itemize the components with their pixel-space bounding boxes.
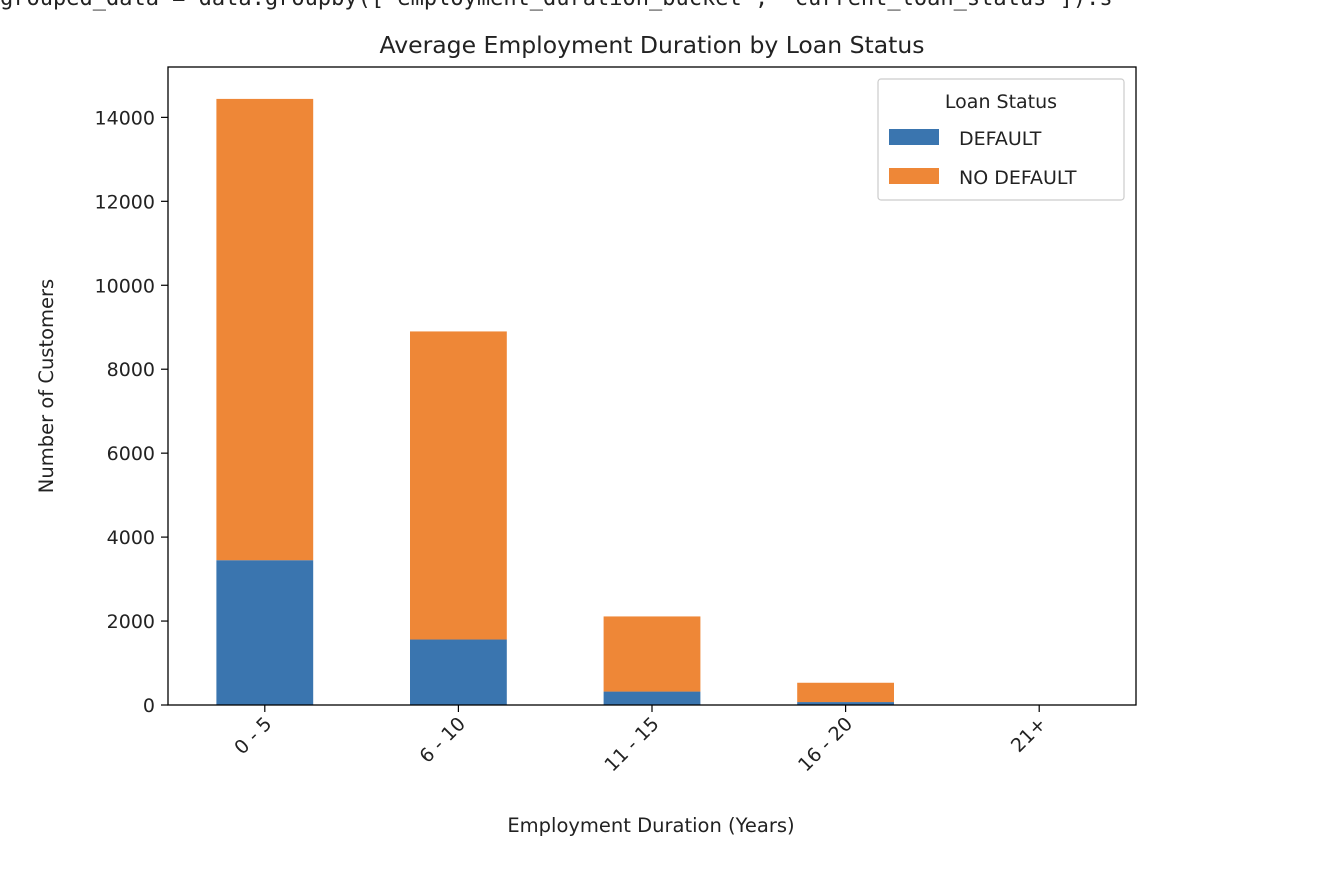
legend-title: Loan Status [945, 91, 1057, 113]
x-tick-label-3: 16 - 20 [794, 713, 857, 776]
x-tick-label-0: 0 - 5 [230, 713, 276, 759]
x-tick-label-2: 11 - 15 [600, 713, 663, 776]
y-tick-label-4: 8000 [107, 359, 155, 381]
bar-no-default-3 [797, 682, 894, 703]
bar-no-default-0 [216, 98, 314, 561]
legend-label-no-default: NO DEFAULT [959, 167, 1077, 189]
x-tick-label-1: 6 - 10 [415, 713, 470, 768]
y-axis-ticks: 0 2000 4000 6000 8000 10000 12000 14000 [95, 107, 168, 717]
legend-swatch-default [889, 129, 939, 145]
y-tick-label-2: 4000 [107, 527, 155, 549]
y-tick-label-1: 2000 [107, 611, 155, 633]
plot-frame [167, 66, 1137, 706]
bar-default-2 [603, 691, 701, 705]
chart-title: Average Employment Duration by Loan Stat… [380, 31, 925, 59]
bar-no-default-1 [410, 331, 507, 640]
y-tick-label-0: 0 [143, 695, 155, 717]
y-tick-label-3: 6000 [107, 443, 155, 465]
bar-default-3 [797, 702, 894, 705]
code-line: grouped_data = data.groupby(['employment… [0, 0, 1324, 14]
x-axis-label: Employment Duration (Years) [507, 814, 794, 837]
bar-default-1 [410, 639, 507, 705]
y-tick-label-5: 10000 [95, 275, 155, 297]
legend-box [877, 78, 1125, 201]
legend: Loan Status DEFAULT NO DEFAULT [877, 78, 1125, 201]
y-tick-label-7: 14000 [95, 107, 155, 129]
legend-swatch-no-default [889, 168, 939, 184]
y-tick-label-6: 12000 [95, 191, 155, 213]
x-axis-ticks: 0 - 5 6 - 10 11 - 15 16 - 20 21+ [230, 705, 1051, 776]
y-axis-label: Number of Customers [35, 279, 58, 493]
legend-label-default: DEFAULT [959, 128, 1042, 150]
bar-default-0 [216, 560, 314, 705]
bar-no-default-2 [603, 616, 701, 692]
x-tick-label-4: 21+ [1007, 713, 1051, 757]
bars-group [216, 98, 894, 705]
